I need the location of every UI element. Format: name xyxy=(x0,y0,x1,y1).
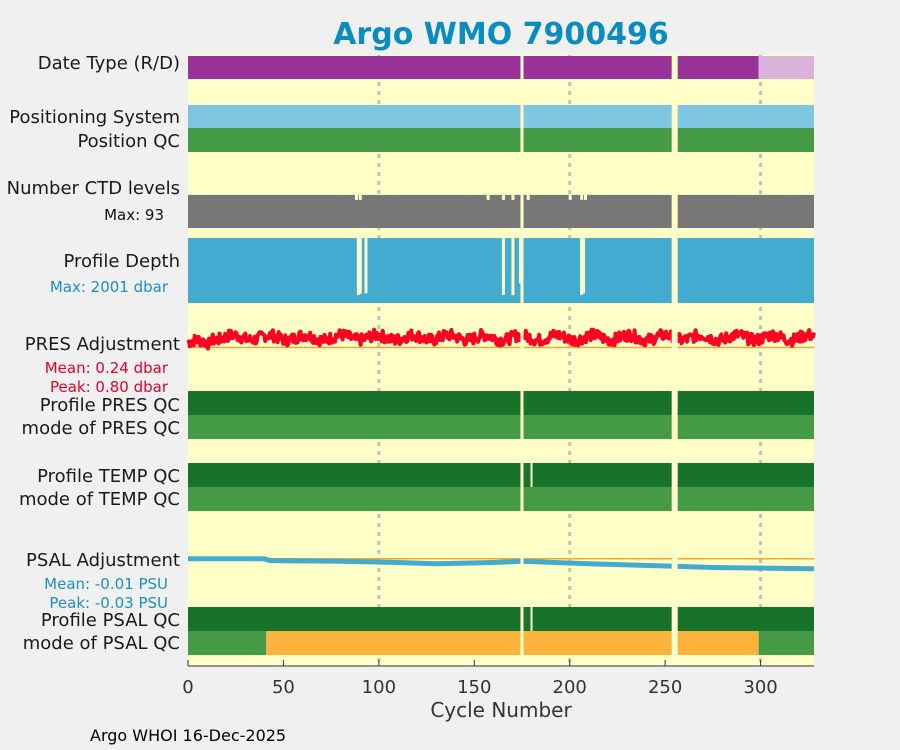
row-label-mode_pres_qc: mode of PRES QC xyxy=(22,418,180,439)
row-labels: Date Type (R/D) Positioning System Positio… xyxy=(7,53,180,654)
x-axis: 0 50 100 150 200 250 300 Cycle Number xyxy=(182,660,814,722)
gridlines xyxy=(377,55,763,665)
ctd_levels-dip-2 xyxy=(486,194,490,200)
profile_depth-dip-1 xyxy=(358,238,362,294)
mode_psal_qc-segment-0 xyxy=(188,631,267,655)
pres-peak-label: Peak: 0.80 dbar xyxy=(50,378,169,396)
extra-mark-1 xyxy=(530,607,533,631)
profile_depth-dip-6 xyxy=(580,238,584,295)
ctd_levels-dip-0 xyxy=(354,194,358,200)
row-label-date_type: Date Type (R/D) xyxy=(38,53,180,74)
gap-175 xyxy=(520,55,524,665)
ctd_levels-dip-6 xyxy=(568,194,572,200)
ctd_levels-dip-1 xyxy=(358,194,362,200)
psal-peak-label: Peak: -0.03 PSU xyxy=(49,594,168,612)
row-label-profile_temp_qc: Profile TEMP QC xyxy=(37,466,180,487)
ctd_levels-dip-4 xyxy=(511,194,515,200)
positioning-segment-0 xyxy=(188,105,814,128)
row-label-position_qc: Position QC xyxy=(77,131,180,152)
x-tick-label-50: 50 xyxy=(272,677,295,698)
x-tick-label-200: 200 xyxy=(553,677,587,698)
row-label-positioning: Positioning System xyxy=(9,107,180,128)
profile_temp_qc-segment-0 xyxy=(188,463,814,487)
profile_depth-dip-0 xyxy=(356,238,360,295)
psal-mean-label: Mean: -0.01 PSU xyxy=(44,575,168,593)
pres-adjust-series-2 xyxy=(675,328,816,348)
row-label-mode_temp_qc: mode of TEMP QC xyxy=(19,489,180,510)
x-tick-label-150: 150 xyxy=(457,677,491,698)
profile_pres_qc-segment-0 xyxy=(188,391,814,415)
ctd_levels-dip-5 xyxy=(526,194,530,200)
row-label-profile_psal_qc: Profile PSAL QC xyxy=(41,610,180,631)
ctd_levels-max-label: Max: 93 xyxy=(104,206,164,224)
pres-adjust-series-1 xyxy=(522,327,675,348)
footer-text: Argo WHOI 16-Dec-2025 xyxy=(90,726,286,745)
pres-mean-label: Mean: 0.24 dbar xyxy=(45,359,169,377)
row-label-pres_adjust: PRES Adjustment xyxy=(25,334,180,355)
profile_depth-dip-7 xyxy=(582,238,586,294)
series-lines xyxy=(186,327,816,572)
position_qc-segment-0 xyxy=(188,128,814,152)
psal-adjust-series xyxy=(188,556,815,572)
ctd_levels-dip-7 xyxy=(580,194,584,200)
profile_depth-bars xyxy=(188,238,814,303)
gap-255 xyxy=(671,55,678,665)
extra-mark-0 xyxy=(530,463,533,487)
pres-adjust-series-0 xyxy=(186,327,523,351)
profile_depth-dip-4 xyxy=(511,238,515,296)
profile_depth-max-label: Max: 2001 dbar xyxy=(50,278,169,296)
date_type-segment-0 xyxy=(188,56,759,79)
profile_depth-dip-3 xyxy=(501,238,505,295)
profile_psal_qc-segment-0 xyxy=(188,607,814,631)
x-tick-label-250: 250 xyxy=(648,677,682,698)
row-label-psal_adjust: PSAL Adjustment xyxy=(26,550,180,571)
mode_psal_qc-segment-1 xyxy=(266,631,759,655)
row-label-profile_depth: Profile Depth xyxy=(63,251,180,272)
row-label-mode_psal_qc: mode of PSAL QC xyxy=(23,633,180,654)
ctd_levels-bars xyxy=(188,194,814,228)
mode_temp_qc-segment-0 xyxy=(188,487,814,511)
cycle-gaps xyxy=(520,55,678,665)
x-axis-label: Cycle Number xyxy=(430,698,572,722)
mode_pres_qc-segment-0 xyxy=(188,415,814,439)
ctd_levels-dip-8 xyxy=(583,194,587,200)
mode_psal_qc-segment-2 xyxy=(758,631,814,655)
profile_depth-dip-2 xyxy=(364,238,368,294)
row-label-ctd_levels: Number CTD levels xyxy=(7,178,180,199)
ctd_levels-dip-3 xyxy=(501,194,505,200)
date_type-segment-1 xyxy=(758,56,814,79)
x-tick-label-300: 300 xyxy=(743,677,777,698)
x-tick-label-0: 0 xyxy=(182,677,193,698)
row-label-profile_pres_qc: Profile PRES QC xyxy=(40,395,180,416)
chart-title: Argo WMO 7900496 xyxy=(333,17,669,52)
x-tick-label-100: 100 xyxy=(362,677,396,698)
